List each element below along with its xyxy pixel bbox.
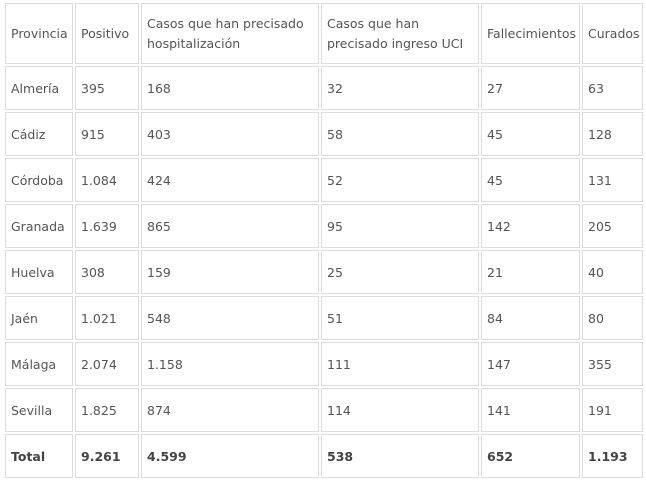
- cell-hospitalizacion: 874: [141, 388, 319, 432]
- cell-provincia: Granada: [5, 204, 73, 248]
- cell-fallecimientos: 141: [481, 388, 580, 432]
- total-fallecimientos: 652: [481, 434, 580, 478]
- cell-provincia: Cádiz: [5, 112, 73, 156]
- table-row: Granada 1.639 865 95 142 205: [5, 204, 643, 248]
- cell-hospitalizacion: 403: [141, 112, 319, 156]
- total-curados: 1.193: [582, 434, 643, 478]
- total-uci: 538: [321, 434, 479, 478]
- cell-fallecimientos: 147: [481, 342, 580, 386]
- cell-uci: 52: [321, 158, 479, 202]
- total-positivo: 9.261: [75, 434, 139, 478]
- cell-hospitalizacion: 168: [141, 66, 319, 110]
- cell-curados: 355: [582, 342, 643, 386]
- table-row: Sevilla 1.825 874 114 141 191: [5, 388, 643, 432]
- header-uci: Casos que han precisado ingreso UCI: [321, 3, 479, 64]
- table-row: Jaén 1.021 548 51 84 80: [5, 296, 643, 340]
- header-provincia: Provincia: [5, 3, 73, 64]
- table-row: Córdoba 1.084 424 52 45 131: [5, 158, 643, 202]
- cell-curados: 205: [582, 204, 643, 248]
- cell-provincia: Sevilla: [5, 388, 73, 432]
- cell-curados: 128: [582, 112, 643, 156]
- cell-uci: 114: [321, 388, 479, 432]
- cell-fallecimientos: 84: [481, 296, 580, 340]
- cell-positivo: 1.021: [75, 296, 139, 340]
- cell-uci: 58: [321, 112, 479, 156]
- cell-positivo: 1.825: [75, 388, 139, 432]
- cell-curados: 80: [582, 296, 643, 340]
- cell-provincia: Málaga: [5, 342, 73, 386]
- cell-fallecimientos: 45: [481, 158, 580, 202]
- header-fallecimientos: Fallecimientos: [481, 3, 580, 64]
- table-row: Almería 395 168 32 27 63: [5, 66, 643, 110]
- cell-uci: 95: [321, 204, 479, 248]
- cell-provincia: Huelva: [5, 250, 73, 294]
- total-hospitalizacion: 4.599: [141, 434, 319, 478]
- cell-hospitalizacion: 865: [141, 204, 319, 248]
- cell-fallecimientos: 142: [481, 204, 580, 248]
- cell-uci: 111: [321, 342, 479, 386]
- cell-provincia: Córdoba: [5, 158, 73, 202]
- cell-fallecimientos: 45: [481, 112, 580, 156]
- total-label: Total: [5, 434, 73, 478]
- cell-positivo: 915: [75, 112, 139, 156]
- cell-provincia: Jaén: [5, 296, 73, 340]
- table-container: Provincia Positivo Casos que han precisa…: [3, 1, 645, 480]
- cell-uci: 25: [321, 250, 479, 294]
- cell-curados: 40: [582, 250, 643, 294]
- cell-fallecimientos: 27: [481, 66, 580, 110]
- cell-positivo: 2.074: [75, 342, 139, 386]
- header-positivo: Positivo: [75, 3, 139, 64]
- covid-cases-table: Provincia Positivo Casos que han precisa…: [3, 1, 645, 480]
- table-header-row: Provincia Positivo Casos que han precisa…: [5, 3, 643, 64]
- header-curados: Curados: [582, 3, 643, 64]
- cell-hospitalizacion: 159: [141, 250, 319, 294]
- table-row: Huelva 308 159 25 21 40: [5, 250, 643, 294]
- cell-hospitalizacion: 1.158: [141, 342, 319, 386]
- cell-hospitalizacion: 424: [141, 158, 319, 202]
- cell-uci: 32: [321, 66, 479, 110]
- cell-hospitalizacion: 548: [141, 296, 319, 340]
- total-row: Total 9.261 4.599 538 652 1.193: [5, 434, 643, 478]
- cell-curados: 191: [582, 388, 643, 432]
- cell-positivo: 308: [75, 250, 139, 294]
- cell-uci: 51: [321, 296, 479, 340]
- header-hospitalizacion: Casos que han precisado hospitalización: [141, 3, 319, 64]
- cell-curados: 131: [582, 158, 643, 202]
- cell-fallecimientos: 21: [481, 250, 580, 294]
- cell-positivo: 1.639: [75, 204, 139, 248]
- cell-curados: 63: [582, 66, 643, 110]
- table-row: Cádiz 915 403 58 45 128: [5, 112, 643, 156]
- cell-positivo: 1.084: [75, 158, 139, 202]
- table-row: Málaga 2.074 1.158 111 147 355: [5, 342, 643, 386]
- cell-provincia: Almería: [5, 66, 73, 110]
- cell-positivo: 395: [75, 66, 139, 110]
